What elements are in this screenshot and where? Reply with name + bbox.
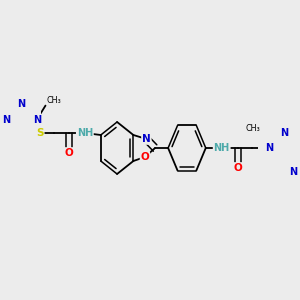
Text: NH: NH — [214, 143, 230, 153]
Text: N: N — [265, 143, 273, 153]
Text: N: N — [2, 115, 11, 124]
Text: N: N — [33, 115, 41, 124]
Text: O: O — [233, 163, 242, 173]
Text: O: O — [141, 152, 149, 162]
Text: NH: NH — [77, 128, 93, 138]
Text: N: N — [290, 167, 298, 177]
Text: N: N — [18, 99, 26, 110]
Text: O: O — [64, 148, 73, 158]
Text: S: S — [36, 128, 44, 138]
Text: CH₃: CH₃ — [245, 124, 260, 133]
Text: N: N — [142, 134, 151, 144]
Text: CH₃: CH₃ — [47, 96, 62, 105]
Text: N: N — [280, 128, 288, 138]
Text: S: S — [263, 143, 270, 153]
